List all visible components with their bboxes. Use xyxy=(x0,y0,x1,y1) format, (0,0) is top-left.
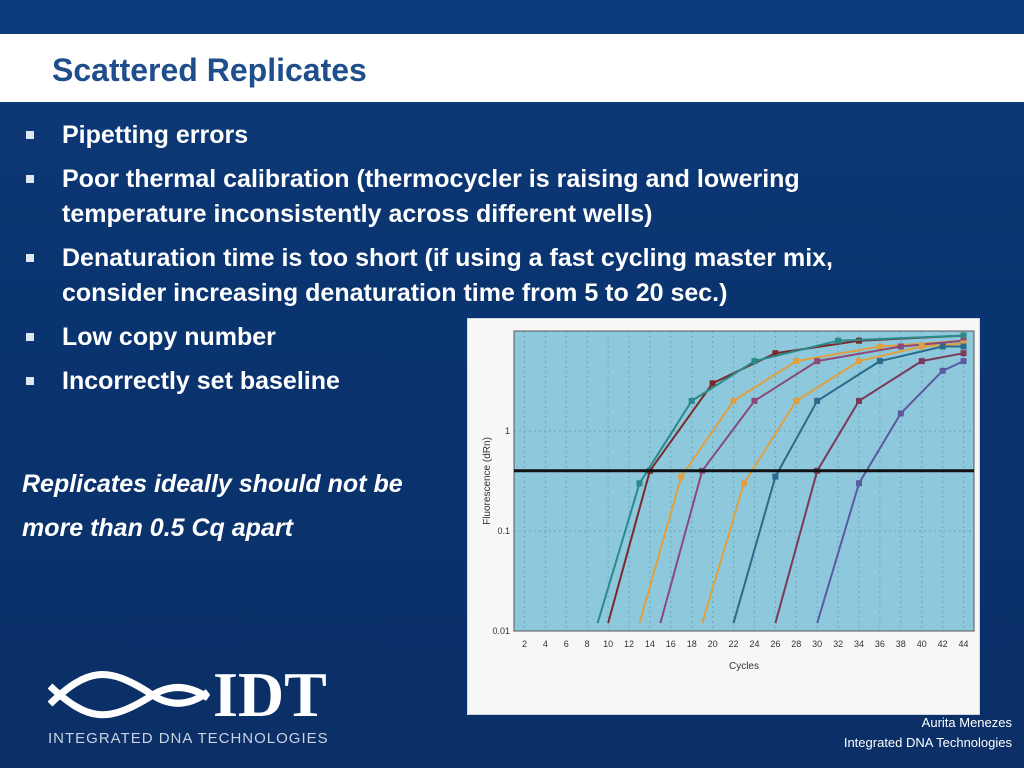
data-point xyxy=(730,397,737,404)
y-tick-label: 0.1 xyxy=(497,526,510,536)
amplification-chart: 2 4 6 8 10 12 14 16 18 20 22 24 26 28 30 32 34 36 38 40 42 44… xyxy=(467,318,980,715)
bullet-text: Low copy number xyxy=(62,323,276,351)
x-tick-label: 18 xyxy=(687,639,697,649)
x-tick-label: 4 xyxy=(543,639,548,649)
credit-block: Aurita Menezes Integrated DNA Technologi… xyxy=(844,713,1012,753)
amplification-curve xyxy=(732,345,964,624)
x-tick-label: 34 xyxy=(854,639,864,649)
amplification-curve xyxy=(638,339,964,624)
amplification-plot-svg: 2 4 6 8 10 12 14 16 18 20 22 24 26 28 30 32 34 36 38 40 42 44… xyxy=(482,330,975,672)
amplification-curve xyxy=(701,342,964,624)
data-point xyxy=(793,397,800,404)
amplification-curve xyxy=(596,334,964,624)
x-axis-label: Cycles xyxy=(729,661,759,672)
bullet-text: Incorrectly set baseline xyxy=(62,367,340,395)
x-tick-label: 38 xyxy=(896,639,906,649)
data-point xyxy=(856,480,862,487)
amplification-curve xyxy=(659,339,964,624)
x-tick-label: 22 xyxy=(729,639,739,649)
logo-tagline: INTEGRATED DNA TECHNOLOGIES xyxy=(48,730,329,747)
x-tick-label: 36 xyxy=(875,639,885,649)
note-line-2: more than 0.5 Cq apart xyxy=(22,514,293,542)
x-tick-label: 14 xyxy=(645,639,655,649)
data-point xyxy=(814,358,821,365)
x-tick-label: 40 xyxy=(917,639,927,649)
data-point xyxy=(897,343,904,350)
credit-org: Integrated DNA Technologies xyxy=(843,735,1012,750)
bullet-square-icon xyxy=(26,131,34,139)
data-point xyxy=(772,350,779,357)
y-tick-label: 1 xyxy=(505,426,510,436)
data-point xyxy=(918,343,925,350)
x-tick-label: 2 xyxy=(522,639,527,649)
bullet-square-icon xyxy=(26,377,34,385)
y-axis-label: Fluorescence (dRn) xyxy=(482,437,493,525)
bullet-item: Incorrectly set baseline xyxy=(22,364,902,399)
data-point xyxy=(741,480,747,487)
x-tick-label: 44 xyxy=(959,639,969,649)
data-point xyxy=(709,380,716,387)
x-tick-label: 12 xyxy=(624,639,634,649)
x-tick-label: 32 xyxy=(833,639,843,649)
data-point xyxy=(960,358,967,365)
data-point xyxy=(939,367,946,374)
bullet-list: Pipetting errors Poor thermal calibratio… xyxy=(22,118,902,408)
data-point xyxy=(835,337,842,344)
x-tick-label: 30 xyxy=(812,639,822,649)
x-tick-label: 16 xyxy=(666,639,676,649)
x-tick-label: 6 xyxy=(564,639,569,649)
plot-border xyxy=(513,330,975,632)
bullet-item: Denaturation time is too short (if using… xyxy=(22,241,902,311)
bullet-item: Poor thermal calibration (thermocycler i… xyxy=(22,162,902,232)
credit-name: Aurita Menezes xyxy=(921,715,1012,730)
bullet-square-icon xyxy=(26,254,34,262)
bullet-item: Low copy number xyxy=(22,320,902,355)
title-bar xyxy=(0,34,1024,102)
data-point xyxy=(793,358,800,365)
bullet-text: Poor thermal calibration (thermocycler i… xyxy=(62,165,800,228)
replicate-note: Replicates ideally should not be more th… xyxy=(22,462,462,550)
data-point xyxy=(960,343,967,350)
bullet-text: Denaturation time is too short (if using… xyxy=(62,244,833,307)
bullet-text: Pipetting errors xyxy=(62,121,249,149)
data-point xyxy=(636,480,643,487)
dna-helix-logo-icon: IDT xyxy=(47,659,327,730)
x-tick-label: 42 xyxy=(938,639,948,649)
x-tick-label: 8 xyxy=(585,639,590,649)
note-line-1: Replicates ideally should not be xyxy=(22,470,403,498)
data-point xyxy=(897,410,904,417)
bullet-item: Pipetting errors xyxy=(22,118,902,153)
idt-logo: IDT INTEGRATED DNA TECHNOLOGIES xyxy=(47,659,353,752)
data-point xyxy=(876,343,883,350)
data-point xyxy=(814,397,821,404)
x-tick-label: 20 xyxy=(708,639,718,649)
bullet-square-icon xyxy=(26,175,34,183)
x-tick-label: 28 xyxy=(791,639,801,649)
x-tick-label: 10 xyxy=(603,639,613,649)
data-point xyxy=(688,397,695,404)
data-point xyxy=(772,473,779,480)
data-point xyxy=(939,343,946,350)
data-point xyxy=(856,358,862,365)
data-point xyxy=(678,473,685,480)
page-title: Scattered Replicates xyxy=(52,52,367,88)
data-point xyxy=(876,358,883,365)
bullet-square-icon xyxy=(26,333,34,341)
x-tick-label: 24 xyxy=(749,639,759,649)
data-point xyxy=(751,397,758,404)
data-point xyxy=(960,350,967,357)
data-point xyxy=(751,358,758,365)
top-band xyxy=(0,0,1024,34)
data-point xyxy=(960,332,967,339)
x-tick-label: 26 xyxy=(770,639,780,649)
data-point xyxy=(856,397,862,404)
logo-mark: IDT xyxy=(213,662,327,730)
data-point xyxy=(918,358,925,365)
y-tick-label: 0.01 xyxy=(492,626,510,636)
